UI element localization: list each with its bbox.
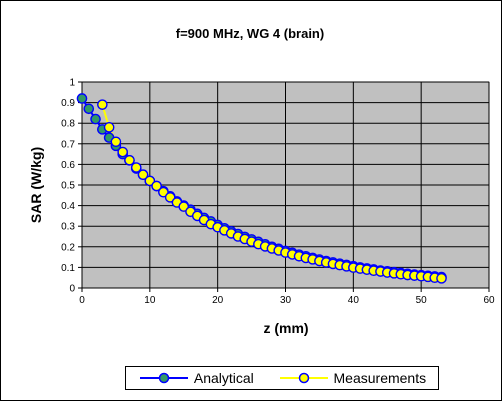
data-point-analytical xyxy=(76,93,88,104)
data-point-measurements xyxy=(117,146,128,158)
x-tick-label: 60 xyxy=(483,295,495,306)
x-axis-label: z (mm) xyxy=(263,320,309,336)
y-tick-label: 0.9 xyxy=(61,98,75,109)
data-point-measurements xyxy=(97,99,108,110)
y-tick-label: 0 xyxy=(69,284,75,295)
data-point-measurements xyxy=(144,175,156,187)
legend-label-analytical: Analytical xyxy=(193,370,254,386)
legend: Analytical Measurements xyxy=(125,366,439,390)
data-point-analytical xyxy=(90,113,101,125)
data-point-measurements xyxy=(130,162,142,173)
data-point-measurements xyxy=(436,273,447,284)
x-tick-label: 0 xyxy=(79,295,85,306)
x-tick-label: 40 xyxy=(348,295,360,306)
x-tick-label: 20 xyxy=(212,295,224,306)
data-point-measurements xyxy=(110,136,122,148)
legend-item-measurements: Measurements xyxy=(278,370,427,386)
legend-label-measurements: Measurements xyxy=(333,370,427,386)
y-tick-label: 0.8 xyxy=(61,119,75,130)
data-point-analytical xyxy=(83,103,95,115)
data-point-measurements xyxy=(178,201,190,212)
data-point-measurements xyxy=(164,192,176,203)
legend-swatch-analytical xyxy=(139,372,188,384)
data-point-measurements xyxy=(103,122,115,133)
x-tick-label: 30 xyxy=(280,295,292,306)
data-point-measurements xyxy=(151,180,162,192)
data-point-measurements xyxy=(137,169,149,180)
x-tick-label: 10 xyxy=(144,295,156,306)
y-tick-label: 0.2 xyxy=(61,242,75,253)
legend-item-analytical: Analytical xyxy=(138,370,254,386)
y-tick-label: 0.7 xyxy=(61,139,75,150)
y-tick-label: 0.1 xyxy=(61,263,75,274)
chart-title: f=900 MHz, WG 4 (brain) xyxy=(175,26,325,41)
y-tick-label: 0.6 xyxy=(61,160,75,171)
legend-swatch-measurements xyxy=(279,372,328,384)
y-tick-label: 0.5 xyxy=(61,181,75,192)
x-tick-label: 50 xyxy=(416,295,428,306)
data-point-measurements xyxy=(158,186,169,198)
y-tick-label: 1 xyxy=(69,78,75,89)
y-tick-label: 0.3 xyxy=(61,222,75,233)
y-tick-label: 0.4 xyxy=(61,201,75,212)
data-point-measurements xyxy=(124,154,135,166)
